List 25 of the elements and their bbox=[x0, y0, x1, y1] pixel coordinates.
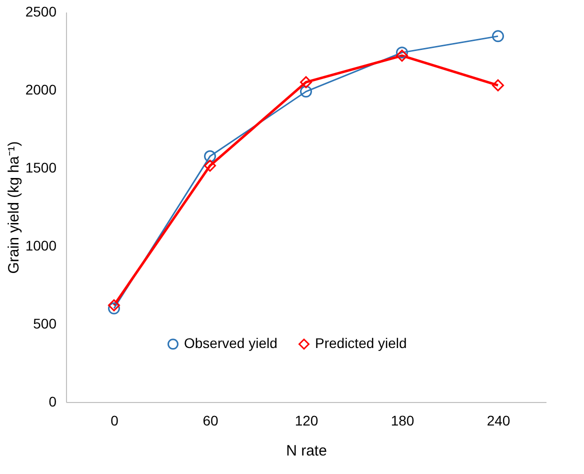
y-axis-title: Grain yield (kg ha⁻¹) bbox=[5, 141, 22, 274]
y-tick-label: 500 bbox=[33, 316, 57, 332]
y-tick-label: 1000 bbox=[25, 238, 57, 254]
x-tick-label: 180 bbox=[390, 412, 414, 428]
point bbox=[396, 50, 408, 62]
x-axis-title: N rate bbox=[286, 442, 327, 460]
legend-label: Observed yield bbox=[184, 335, 278, 352]
point bbox=[204, 150, 216, 162]
point bbox=[204, 160, 216, 172]
point bbox=[300, 76, 312, 88]
point bbox=[108, 302, 120, 314]
x-tick-label: 120 bbox=[294, 412, 318, 428]
x-tick-label: 60 bbox=[202, 412, 218, 428]
x-tick-label: 240 bbox=[486, 412, 510, 428]
y-tick-label: 0 bbox=[48, 394, 57, 410]
point bbox=[300, 86, 312, 98]
x-tick-label: 0 bbox=[110, 412, 119, 428]
y-tick-label: 2000 bbox=[25, 82, 57, 98]
point bbox=[396, 46, 408, 59]
y-tick-label: 1500 bbox=[25, 160, 57, 176]
point bbox=[492, 79, 504, 92]
y-tick-label: 2500 bbox=[25, 4, 57, 20]
point bbox=[108, 299, 120, 312]
legend-label: Predicted yield bbox=[315, 335, 407, 352]
point bbox=[492, 30, 504, 42]
